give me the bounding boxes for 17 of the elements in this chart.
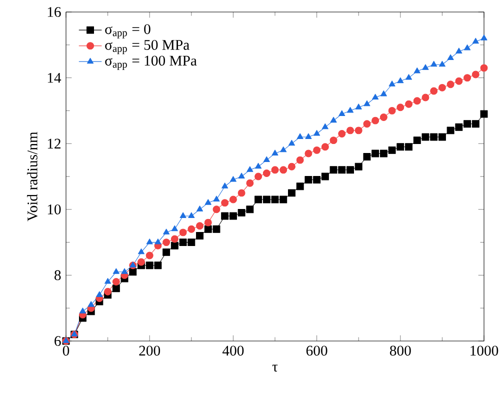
x-tick-label: 600 <box>306 346 328 356</box>
y-tick-label: 16 <box>48 7 61 17</box>
y-tick-label: 12 <box>48 138 60 148</box>
x-tick-label: 400 <box>222 346 244 356</box>
x-tick-label: 0 <box>62 346 70 356</box>
y-axis-title: Void radius/nm <box>27 132 38 222</box>
y-tick-label: 10 <box>48 204 61 214</box>
x-axis-title: τ <box>272 364 278 372</box>
x-tick-label: 800 <box>390 346 411 356</box>
y-tick-label: 8 <box>54 270 61 280</box>
y-tick-label: 6 <box>54 336 61 346</box>
y-tick-label: 14 <box>48 72 62 83</box>
x-tick-label: 1000 <box>470 346 498 356</box>
legend-label: σ$_{app}$ = 100 MPa <box>105 56 197 70</box>
legend-label: σ$_{app}$ = 50 MPa <box>105 40 190 54</box>
x-tick-label: 200 <box>139 346 160 356</box>
legend-label: σ$_{app}$ = 0 <box>105 24 150 38</box>
